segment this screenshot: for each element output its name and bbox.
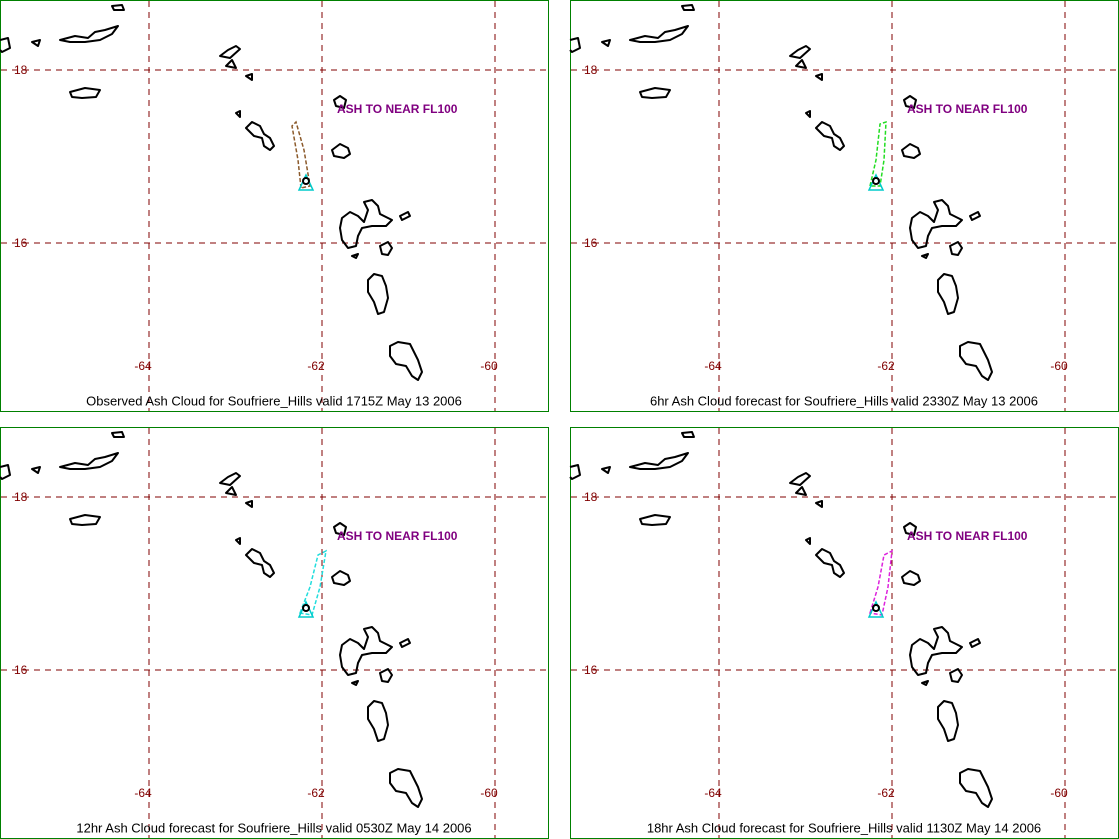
map-panel: 18 16 -64 -62 -60 ASH TO NEAR FL100 18hr Ash C… [569,427,1119,839]
panel-caption: 12hr Ash Cloud forecast for Soufriere_Hi… [76,820,471,835]
latitude-label: 16 [584,663,598,677]
ash-annotation: ASH TO NEAR FL100 [337,529,458,543]
latitude-label: 18 [14,490,28,504]
panel-frame [0,0,549,412]
map-panel: 18 16 -64 -62 -60 ASH TO NEAR FL100 6hr Ash Cl… [569,0,1119,412]
panel-frame [570,427,1119,839]
panel-caption: Observed Ash Cloud for Soufriere_Hills v… [86,393,462,408]
map-panel: 18 16 -64 -62 -60 ASH TO NEAR FL100 12hr Ash C… [0,427,549,839]
longitude-label: -62 [877,786,895,800]
volcano-island [872,177,880,185]
longitude-label: -60 [1050,786,1068,800]
map-panel: 18 16 -64 -62 -60 ASH TO NEAR FL100 Observed A… [0,0,549,412]
panel-caption: 18hr Ash Cloud forecast for Soufriere_Hi… [647,820,1041,835]
latitude-label: 16 [584,236,598,250]
longitude-label: -60 [1050,359,1068,373]
ash-annotation: ASH TO NEAR FL100 [337,102,458,116]
longitude-label: -60 [480,786,498,800]
longitude-label: -64 [704,359,722,373]
volcano-island [302,604,310,612]
volcano-island [872,604,880,612]
ash-annotation: ASH TO NEAR FL100 [907,529,1028,543]
ash-cloud [869,120,887,187]
longitude-label: -64 [134,786,152,800]
longitude-label: -64 [134,359,152,373]
ash-annotation: ASH TO NEAR FL100 [907,102,1028,116]
latitude-label: 16 [14,236,28,250]
longitude-label: -64 [704,786,722,800]
longitude-label: -62 [307,359,325,373]
panel-frame [0,427,549,839]
panel-frame [570,0,1119,412]
ash-cloud [291,120,311,189]
latitude-label: 18 [584,490,598,504]
panel-caption: 6hr Ash Cloud forecast for Soufriere_Hil… [650,393,1038,408]
latitude-label: 18 [584,63,598,77]
longitude-label: -62 [877,359,895,373]
longitude-label: -60 [480,359,498,373]
longitude-label: -62 [307,786,325,800]
latitude-label: 18 [14,63,28,77]
volcano-island [302,177,310,185]
latitude-label: 16 [14,663,28,677]
